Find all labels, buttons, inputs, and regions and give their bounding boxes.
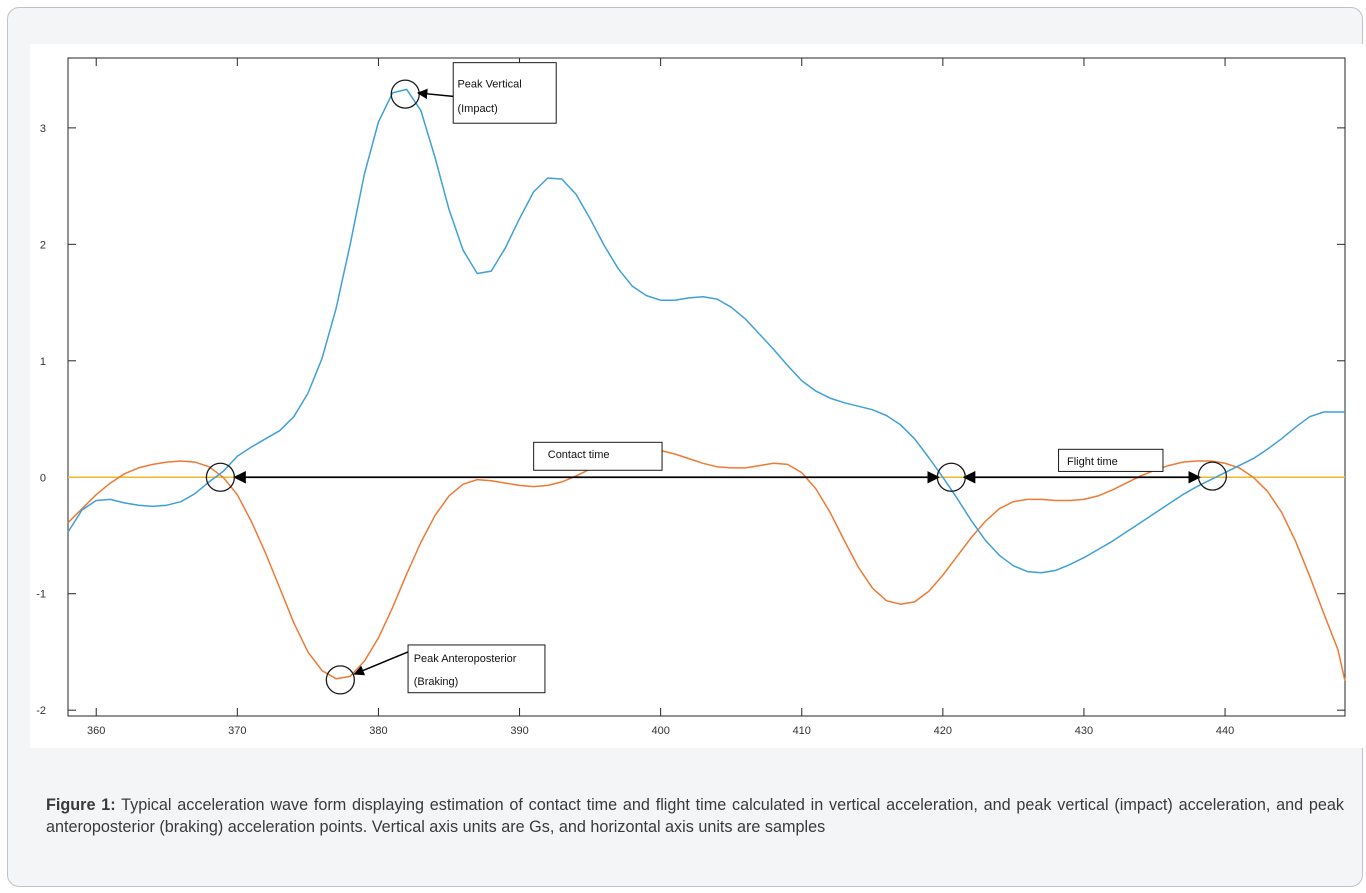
marker-circle [1197, 461, 1228, 491]
peak-vertical-pointer [416, 88, 454, 100]
acceleration-chart: 360 370 380 390 400 410 420 430 440 -2 -1 0 1 2 3 Peak … [36, 57, 1346, 737]
marker-circle [325, 665, 355, 695]
peak-anteroposterior-label: Peak Anteroposterior [414, 653, 517, 665]
y-tick-label: 2 [40, 239, 46, 251]
peak-anteroposterior-pointer [353, 651, 409, 676]
x-tick-label: 360 [87, 725, 105, 737]
peak-anteroposterior-label: (Braking) [414, 676, 459, 688]
chart-panel: 360 370 380 390 400 410 420 430 440 -2 -1 0 1 2 3 Peak … [30, 44, 1366, 748]
x-tick-label: 370 [228, 725, 246, 737]
y-tick-label: 1 [40, 356, 46, 368]
x-tick-label: 440 [1216, 725, 1234, 737]
y-tick-label: -1 [36, 589, 46, 601]
x-tick-label: 380 [369, 725, 387, 737]
x-tick-label: 410 [793, 725, 811, 737]
caption-label: Figure 1: [46, 796, 116, 814]
anteroposterior-acceleration-line [67, 448, 1346, 682]
peak-vertical-box [452, 62, 557, 124]
peak-vertical-label: (Impact) [457, 103, 497, 115]
x-tick-label: 390 [510, 725, 528, 737]
x-tick-label: 400 [651, 725, 669, 737]
x-tick-label: 420 [934, 725, 952, 737]
flight-time-label: Flight time [1067, 456, 1118, 468]
contact-time-label: Contact time [548, 449, 610, 461]
marker-circle [205, 462, 236, 492]
y-tick-label: 3 [40, 123, 46, 135]
y-tick-label: 0 [40, 472, 46, 484]
peak-anteroposterior-box [407, 644, 546, 694]
peak-vertical-label: Peak Vertical [457, 79, 521, 91]
caption-text: Typical acceleration wave form displayin… [46, 796, 1345, 836]
plot-frame [67, 57, 1346, 717]
flight-time-box [1058, 448, 1164, 472]
marker-circle [390, 79, 420, 109]
y-tick-label: -2 [36, 705, 46, 717]
marker-circle [936, 462, 966, 492]
figure-card: 360 370 380 390 400 410 420 430 440 -2 -1 0 1 2 3 Peak … [7, 7, 1366, 887]
contact-time-box [533, 441, 663, 471]
x-tick-label: 430 [1075, 725, 1093, 737]
figure-caption: Figure 1: Typical acceleration wave form… [46, 794, 1344, 838]
vertical-acceleration-line [67, 88, 1345, 574]
